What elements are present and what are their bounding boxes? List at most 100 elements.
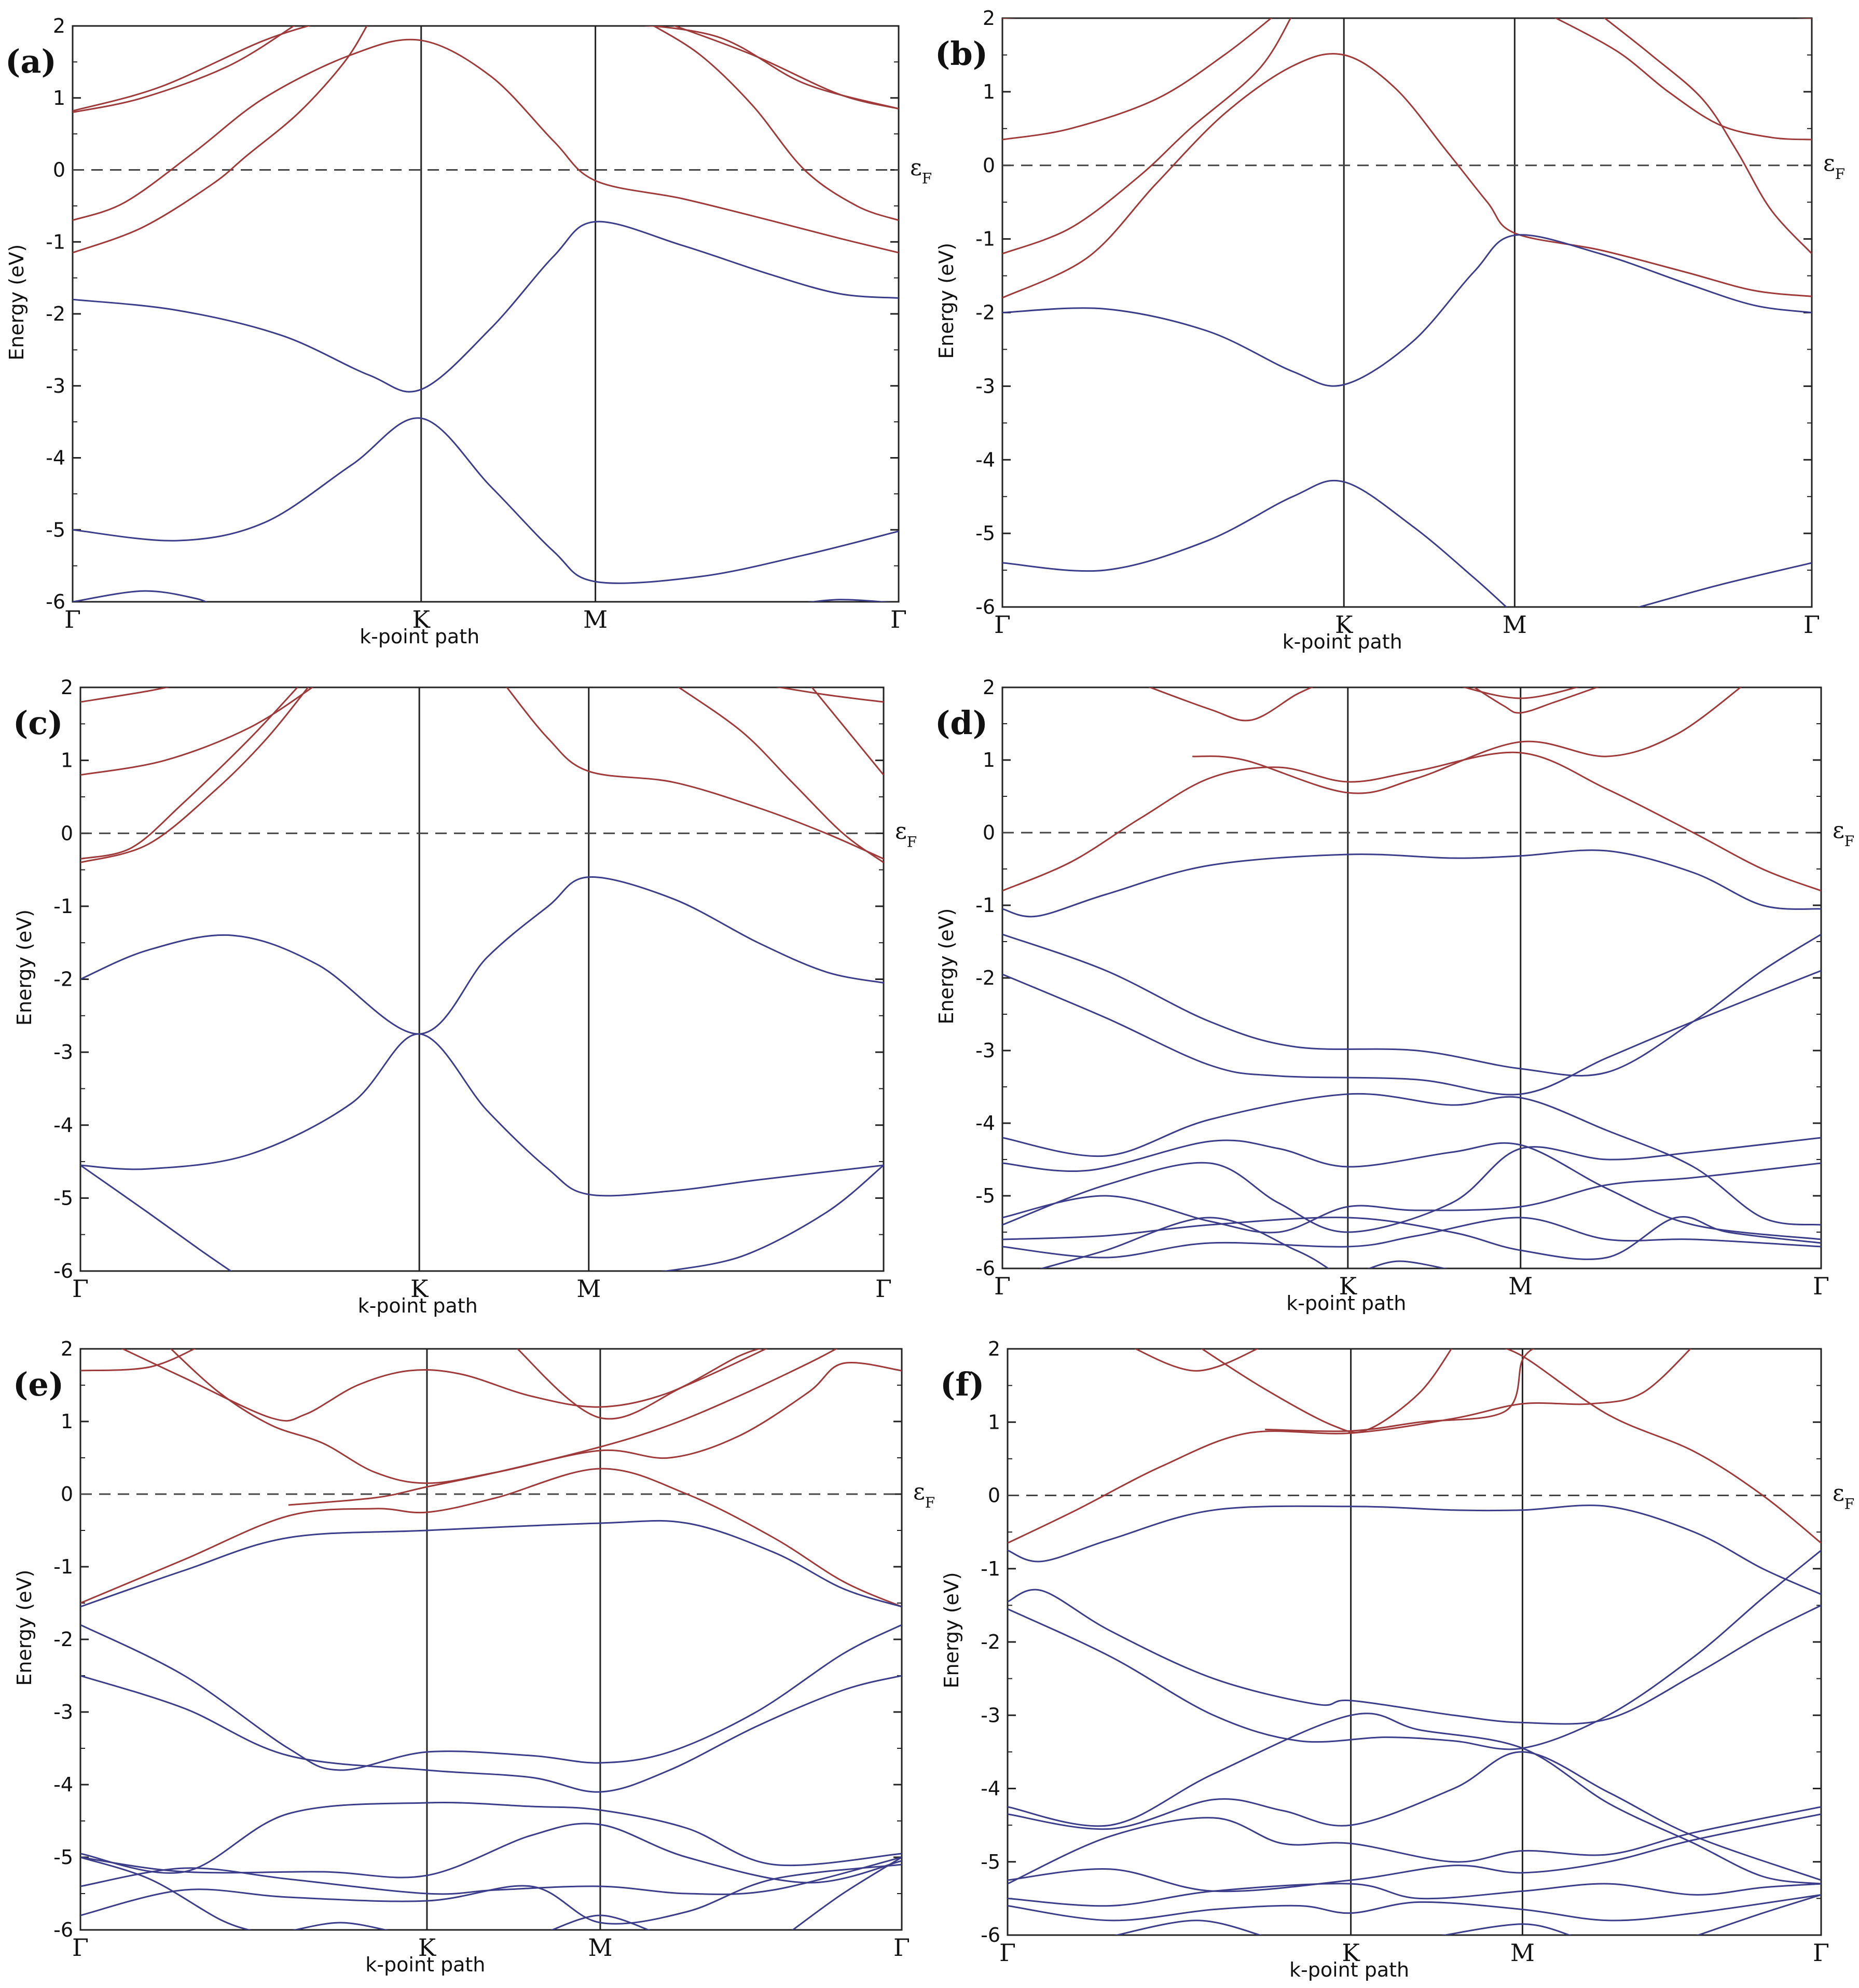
k-point-label: M: [1503, 611, 1527, 639]
k-point-label: Γ: [1813, 1939, 1829, 1967]
x-axis-label: k-point path: [1283, 630, 1402, 653]
y-tick-label: -6: [53, 1260, 73, 1282]
y-tick-label: 1: [61, 1410, 73, 1433]
conduction-band-line: [652, 26, 899, 222]
valence-band-line: [1002, 1217, 1821, 1259]
fermi-symbol: ε: [1823, 150, 1835, 176]
y-tick-label: -5: [975, 1184, 995, 1207]
conduction-band-line: [73, 38, 899, 254]
fermi-subscript: F: [907, 833, 917, 850]
conduction-band-line: [1008, 1349, 1692, 1544]
y-tick-label: -3: [46, 375, 65, 397]
y-tick-label: 1: [988, 1411, 1000, 1433]
conduction-band-line: [80, 687, 299, 860]
conduction-band-line: [73, 26, 368, 254]
valence-band-line: [1002, 1162, 1821, 1234]
y-tick-label: -6: [981, 1924, 1000, 1946]
plot-frame: [79, 686, 885, 1272]
conduction-band-line: [1002, 18, 1292, 255]
y-axis-label: Energy (eV): [5, 244, 28, 361]
valence-band-line: [1636, 562, 1812, 607]
fermi-symbol: ε: [895, 818, 907, 844]
k-point-label: K: [1342, 1939, 1360, 1967]
k-point-label: Γ: [890, 605, 907, 633]
conduction-band-line: [1462, 687, 1579, 699]
valence-band-line: [1002, 933, 1821, 1076]
y-tick-label: 0: [983, 821, 995, 844]
valence-band-line: [1002, 1137, 1821, 1233]
y-tick-label: -2: [975, 967, 995, 989]
panel-label: (f): [940, 1365, 984, 1403]
valence-band-line: [80, 1863, 902, 1925]
k-point-label: M: [583, 605, 608, 633]
fermi-symbol: ε: [1833, 1480, 1844, 1507]
y-tick-label: -3: [975, 375, 995, 397]
valence-band-line: [80, 1675, 902, 1793]
conduction-band-line: [288, 1349, 838, 1506]
k-point-label: Γ: [1803, 611, 1820, 639]
y-tick-label: -6: [53, 1918, 73, 1941]
x-axis-label: k-point path: [365, 1953, 485, 1976]
y-axis-label: Energy (eV): [935, 243, 958, 359]
k-point-label: M: [588, 1934, 612, 1962]
k-point-label: Γ: [994, 611, 1011, 639]
conduction-band-line: [1002, 53, 1812, 299]
bands-group: [1002, 18, 1812, 607]
conduction-band-line: [1473, 687, 1599, 714]
valence-band-line: [1002, 1093, 1821, 1226]
y-tick-label: -5: [53, 1186, 73, 1209]
k-point-label: Γ: [72, 1934, 89, 1962]
valence-band-line: [1696, 1894, 1821, 1935]
y-tick-label: 1: [61, 749, 73, 772]
y-tick-label: -3: [981, 1704, 1000, 1727]
y-axis-label: Energy (eV): [935, 908, 958, 1025]
valence-band-line: [1002, 1216, 1821, 1260]
conduction-band-line: [1002, 18, 1273, 141]
fermi-subscript: F: [922, 170, 932, 187]
valence-band-line: [73, 590, 208, 602]
conduction-band-line: [1192, 687, 1742, 794]
valence-band-line: [1008, 1504, 1821, 1595]
k-point-label: Γ: [893, 1934, 910, 1962]
panel-label: (b): [935, 35, 988, 73]
valence-band-line: [1008, 1589, 1821, 1725]
valence-band-line: [1039, 1217, 1330, 1268]
conduction-band-line: [677, 687, 884, 863]
plot-frame: [1007, 1348, 1822, 1936]
valence-band-line: [1008, 1883, 1821, 1907]
y-tick-label: -2: [975, 301, 995, 324]
y-tick-label: 0: [61, 1483, 73, 1506]
conduction-band-line: [80, 1468, 902, 1608]
y-tick-label: 1: [983, 80, 995, 103]
fermi-label: εF: [910, 155, 932, 187]
valence-band-line: [1002, 234, 1812, 387]
y-tick-label: -1: [53, 895, 73, 918]
panel-label: (a): [5, 43, 57, 80]
y-tick-label: -6: [46, 590, 65, 613]
y-tick-label: -5: [981, 1851, 1000, 1873]
y-tick-label: 2: [988, 1337, 1000, 1360]
fermi-subscript: F: [1844, 1496, 1854, 1513]
k-point-label: K: [1339, 1272, 1358, 1300]
valence-band-line: [1008, 1813, 1821, 1893]
conduction-band-line: [1554, 18, 1812, 141]
fermi-label: εF: [913, 1479, 935, 1511]
x-axis-label: k-point path: [1289, 1958, 1409, 1981]
conduction-band-line: [516, 1349, 768, 1420]
y-tick-label: -3: [53, 1041, 73, 1064]
conduction-band-line: [80, 1349, 196, 1372]
y-tick-label: -6: [975, 1257, 995, 1280]
conduction-band-line: [80, 687, 309, 863]
panel-label: (e): [13, 1365, 64, 1403]
x-axis-label: k-point path: [360, 625, 479, 648]
valence-band-line: [1008, 1894, 1821, 1922]
valence-band-line: [791, 1856, 902, 1930]
y-tick-label: -2: [53, 1628, 73, 1651]
plot-frame: [1001, 686, 1822, 1269]
y-tick-label: 1: [983, 749, 995, 771]
valence-band-line: [1008, 1713, 1821, 1885]
